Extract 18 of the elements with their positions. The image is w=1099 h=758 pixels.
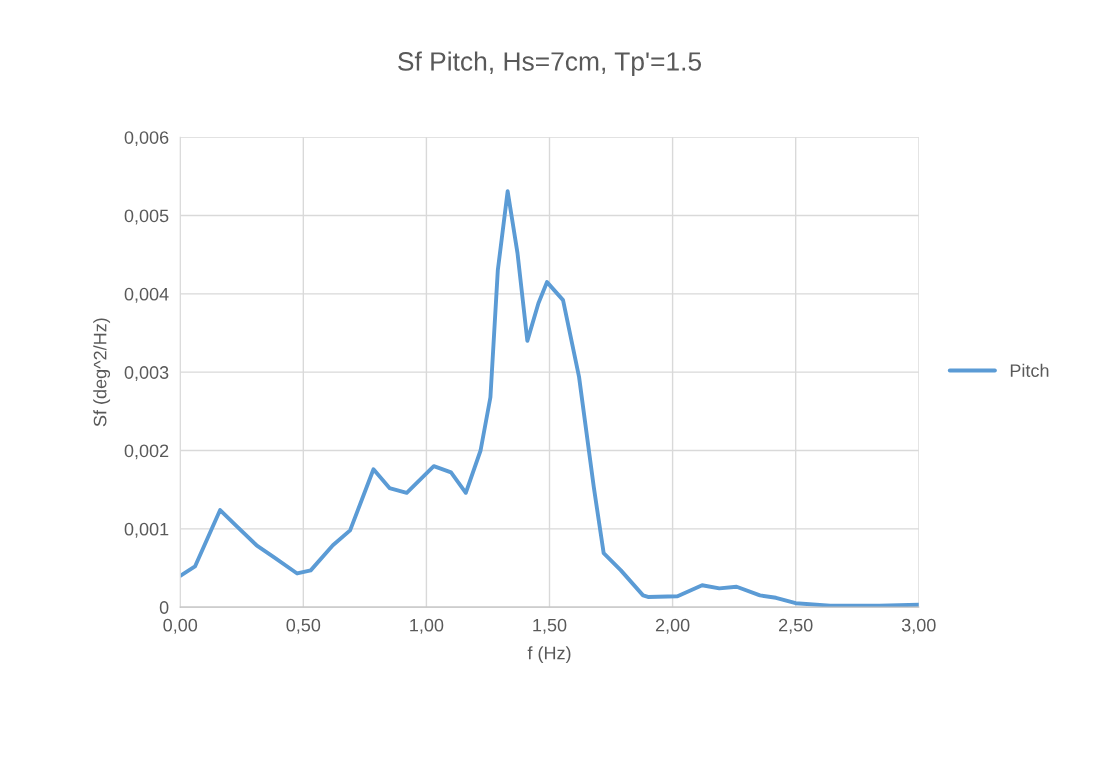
x-tick-label: 1,50 (533, 618, 567, 634)
y-tick-label: 0,006 (124, 131, 169, 147)
y-axis-title: Sf (deg^2/Hz) (93, 318, 111, 427)
x-axis-title: f (Hz) (527, 646, 571, 664)
y-tick-label: 0,001 (124, 522, 169, 538)
x-tick-label: 3,00 (901, 618, 936, 634)
legend-label: Pitch (1010, 363, 1049, 378)
x-tick-label: 0,00 (163, 618, 198, 634)
chart-title: Sf Pitch, Hs=7cm, Tp'=1.5 (398, 51, 702, 77)
x-tick-label: 2,00 (655, 618, 690, 634)
y-tick-label: 0,004 (124, 287, 169, 303)
x-tick-label: 0,50 (286, 618, 321, 634)
y-tick-label: 0,002 (124, 444, 169, 460)
y-tick-label: 0,005 (124, 209, 169, 225)
y-tick-label: 0,003 (124, 366, 169, 382)
x-tick-label: 1,00 (410, 618, 444, 634)
x-tick-label: 2,50 (779, 618, 813, 634)
y-tick-label: 0 (159, 601, 169, 614)
